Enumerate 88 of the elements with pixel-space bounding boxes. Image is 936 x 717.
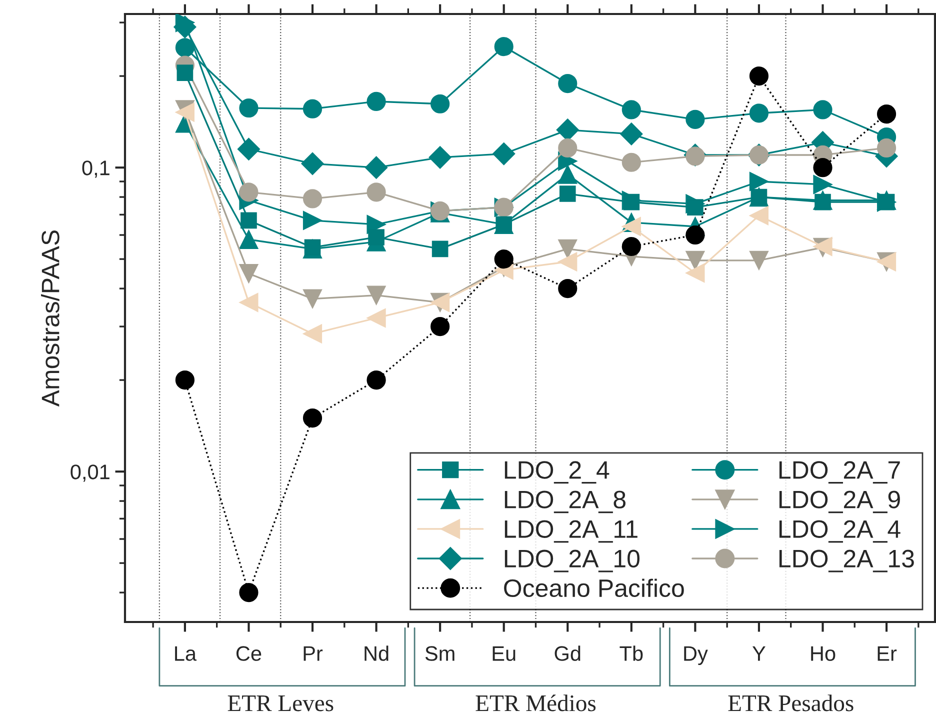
point bbox=[686, 225, 705, 245]
point bbox=[301, 152, 324, 175]
point bbox=[302, 324, 322, 344]
legend-label: Oceano Pacifico bbox=[504, 578, 684, 598]
point bbox=[558, 164, 578, 184]
point bbox=[364, 156, 388, 179]
point bbox=[366, 308, 386, 328]
point bbox=[558, 252, 578, 272]
point bbox=[366, 182, 386, 202]
x-tick-label: Ce bbox=[236, 646, 262, 661]
point bbox=[686, 263, 705, 283]
legend-label: LDO_2A_7 bbox=[779, 461, 900, 484]
point bbox=[813, 100, 832, 120]
point bbox=[559, 186, 576, 202]
point bbox=[749, 250, 769, 270]
x-tick-label: Y bbox=[752, 646, 766, 661]
point bbox=[558, 138, 578, 158]
point bbox=[622, 152, 641, 172]
x-tick-label: Eu bbox=[492, 646, 516, 661]
point bbox=[876, 138, 896, 158]
point bbox=[176, 64, 194, 81]
x-tick-label: Ho bbox=[811, 646, 836, 661]
point bbox=[494, 250, 514, 269]
text: ETR Pesados bbox=[728, 694, 854, 712]
text: ETR Médios bbox=[476, 694, 596, 712]
point bbox=[749, 66, 769, 86]
point bbox=[239, 182, 258, 202]
point bbox=[432, 240, 448, 258]
point bbox=[749, 104, 769, 123]
point bbox=[558, 278, 578, 298]
x-tick-label: Sm bbox=[425, 646, 454, 661]
legend-label: LDO_2A_11 bbox=[504, 520, 638, 543]
point bbox=[302, 408, 322, 428]
legend-label: LDO_2A_8 bbox=[504, 490, 626, 514]
x-tick-label: Dy bbox=[684, 646, 708, 666]
point bbox=[302, 99, 322, 118]
y-tick-label: 0,01 bbox=[70, 464, 110, 482]
point bbox=[623, 194, 640, 210]
point bbox=[239, 582, 258, 602]
point bbox=[239, 264, 258, 284]
point bbox=[622, 236, 641, 256]
point bbox=[430, 316, 450, 336]
point bbox=[366, 370, 386, 390]
point bbox=[492, 142, 516, 166]
point bbox=[494, 37, 514, 56]
point bbox=[366, 214, 386, 234]
point bbox=[749, 206, 769, 226]
point bbox=[558, 239, 578, 258]
y-tick-label: 0,1 bbox=[82, 160, 110, 178]
point bbox=[620, 122, 643, 146]
point bbox=[876, 104, 896, 124]
point bbox=[302, 189, 322, 208]
point bbox=[622, 100, 641, 120]
text: ETR Leves bbox=[228, 696, 334, 712]
point bbox=[368, 229, 384, 246]
x-tick-label: Gd bbox=[554, 646, 580, 661]
point bbox=[558, 74, 578, 94]
point bbox=[240, 212, 257, 229]
point bbox=[428, 146, 452, 169]
point bbox=[175, 38, 194, 58]
x-tick-label: Tb bbox=[620, 646, 643, 661]
x-tick-label: Pr bbox=[304, 646, 323, 661]
legend-label: LDO_2A_13 bbox=[779, 550, 914, 572]
point bbox=[239, 98, 258, 118]
point bbox=[174, 16, 196, 38]
point bbox=[813, 158, 832, 178]
point bbox=[237, 138, 260, 160]
point bbox=[622, 216, 641, 236]
legend-label: LDO_2A_9 bbox=[779, 490, 900, 514]
point bbox=[686, 250, 705, 270]
point bbox=[686, 110, 705, 129]
x-tick-label: Er bbox=[878, 646, 897, 661]
legend-label: LDO_2A_4 bbox=[779, 520, 900, 543]
point bbox=[430, 94, 450, 114]
x-tick-label: Nd bbox=[364, 646, 388, 661]
point bbox=[239, 292, 258, 312]
point bbox=[302, 289, 322, 308]
x-tick-label: La bbox=[175, 646, 197, 661]
point bbox=[302, 210, 322, 230]
point bbox=[749, 172, 769, 192]
point bbox=[239, 230, 258, 250]
legend-label: LDO_2_4 bbox=[504, 461, 610, 484]
point bbox=[175, 370, 194, 390]
point bbox=[366, 92, 386, 111]
legend-label: LDO_2A_10 bbox=[504, 550, 640, 572]
point bbox=[813, 174, 832, 194]
point bbox=[366, 286, 386, 305]
y-axis-title: Amostras/PAAS bbox=[41, 230, 60, 407]
